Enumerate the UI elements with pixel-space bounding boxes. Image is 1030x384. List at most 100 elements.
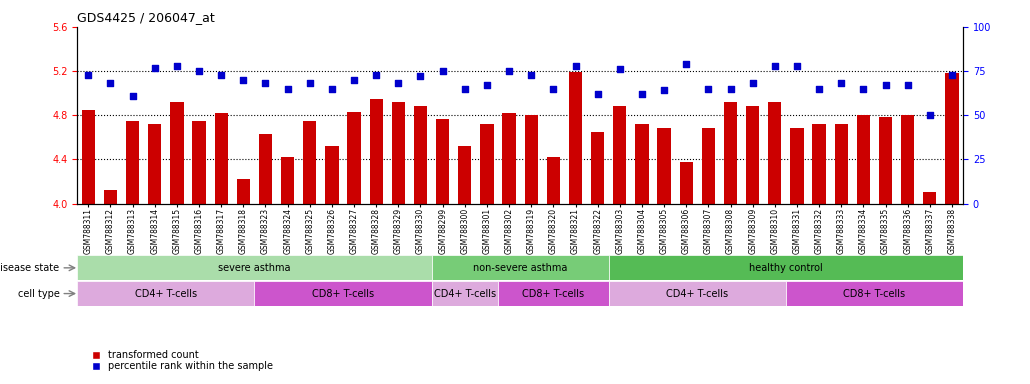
Bar bbox=[237, 179, 250, 204]
Point bbox=[302, 80, 318, 86]
Bar bbox=[901, 115, 915, 204]
Bar bbox=[214, 113, 228, 204]
Point bbox=[456, 86, 473, 92]
Text: CD4+ T-cells: CD4+ T-cells bbox=[666, 288, 728, 299]
Bar bbox=[609, 281, 786, 306]
Point bbox=[899, 82, 916, 88]
Point bbox=[258, 80, 274, 86]
Text: CD8+ T-cells: CD8+ T-cells bbox=[522, 288, 584, 299]
Bar bbox=[432, 255, 609, 280]
Bar bbox=[77, 281, 254, 306]
Bar bbox=[81, 110, 95, 204]
Point bbox=[789, 63, 805, 69]
Point bbox=[633, 91, 650, 97]
Bar bbox=[193, 121, 206, 204]
Bar bbox=[609, 255, 963, 280]
Point bbox=[146, 65, 163, 71]
Text: severe asthma: severe asthma bbox=[218, 263, 290, 273]
Point bbox=[700, 86, 717, 92]
Point bbox=[191, 68, 207, 74]
Bar bbox=[724, 102, 737, 204]
Bar bbox=[879, 118, 892, 204]
Bar bbox=[946, 73, 959, 204]
Bar bbox=[746, 106, 759, 204]
Point bbox=[523, 71, 540, 78]
Point bbox=[435, 68, 451, 74]
Point bbox=[346, 77, 363, 83]
Bar bbox=[325, 146, 339, 204]
Bar bbox=[259, 134, 272, 204]
Bar bbox=[701, 128, 715, 204]
Point bbox=[213, 71, 230, 78]
Bar bbox=[281, 157, 295, 204]
Bar bbox=[126, 121, 139, 204]
Point bbox=[589, 91, 606, 97]
Point bbox=[102, 80, 118, 86]
Bar bbox=[458, 146, 472, 204]
Bar bbox=[347, 112, 360, 204]
Bar bbox=[680, 162, 693, 204]
Point bbox=[368, 71, 384, 78]
Point bbox=[833, 80, 850, 86]
Text: CD8+ T-cells: CD8+ T-cells bbox=[312, 288, 374, 299]
Bar bbox=[591, 132, 605, 204]
Bar bbox=[432, 281, 499, 306]
Point bbox=[412, 73, 428, 79]
Point bbox=[169, 63, 185, 69]
Bar bbox=[170, 102, 183, 204]
Bar bbox=[857, 115, 870, 204]
Point bbox=[279, 86, 296, 92]
Legend: transformed count, percentile rank within the sample: transformed count, percentile rank withi… bbox=[82, 346, 277, 375]
Bar bbox=[148, 124, 162, 204]
Bar bbox=[480, 124, 493, 204]
Text: healthy control: healthy control bbox=[749, 263, 823, 273]
Bar bbox=[657, 128, 671, 204]
Point bbox=[568, 63, 584, 69]
Point bbox=[878, 82, 894, 88]
Text: CD8+ T-cells: CD8+ T-cells bbox=[844, 288, 905, 299]
Point bbox=[323, 86, 340, 92]
Text: disease state: disease state bbox=[0, 263, 60, 273]
Point bbox=[943, 71, 960, 78]
Text: CD4+ T-cells: CD4+ T-cells bbox=[434, 288, 495, 299]
Bar bbox=[524, 115, 538, 204]
Text: GDS4425 / 206047_at: GDS4425 / 206047_at bbox=[77, 11, 215, 24]
Bar bbox=[414, 106, 427, 204]
Point bbox=[678, 61, 694, 67]
Bar bbox=[768, 102, 782, 204]
Point bbox=[766, 63, 783, 69]
Bar bbox=[786, 281, 963, 306]
Bar bbox=[613, 106, 626, 204]
Bar bbox=[77, 255, 432, 280]
Bar bbox=[436, 119, 449, 204]
Text: CD4+ T-cells: CD4+ T-cells bbox=[135, 288, 197, 299]
Bar bbox=[547, 157, 560, 204]
Bar bbox=[923, 192, 936, 204]
Bar bbox=[370, 99, 383, 204]
Bar bbox=[254, 281, 432, 306]
Bar bbox=[569, 72, 582, 204]
Bar bbox=[104, 190, 117, 204]
Point bbox=[656, 88, 673, 94]
Point bbox=[80, 71, 97, 78]
Bar bbox=[790, 128, 803, 204]
Point bbox=[922, 112, 938, 118]
Point bbox=[745, 80, 761, 86]
Point bbox=[612, 66, 628, 72]
Point bbox=[545, 86, 561, 92]
Point bbox=[855, 86, 871, 92]
Point bbox=[722, 86, 739, 92]
Point bbox=[125, 93, 141, 99]
Bar bbox=[636, 124, 649, 204]
Bar bbox=[813, 124, 826, 204]
Bar bbox=[303, 121, 316, 204]
Point bbox=[390, 80, 407, 86]
Bar bbox=[391, 102, 405, 204]
Bar bbox=[499, 281, 609, 306]
Text: cell type: cell type bbox=[18, 288, 60, 299]
Point bbox=[501, 68, 517, 74]
Bar bbox=[834, 124, 848, 204]
Point bbox=[235, 77, 251, 83]
Point bbox=[811, 86, 827, 92]
Point bbox=[479, 82, 495, 88]
